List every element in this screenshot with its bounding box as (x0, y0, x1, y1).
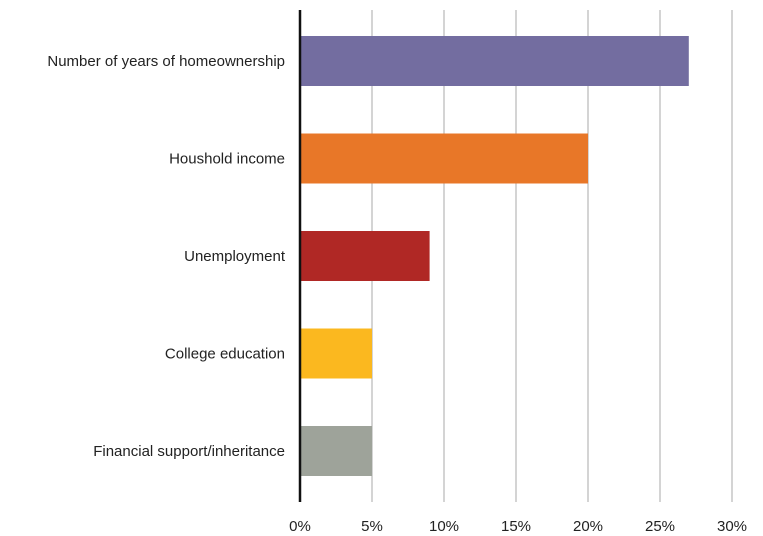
category-label-5: Financial support/inheritance (93, 443, 285, 460)
bar-5 (300, 426, 372, 476)
bar-1 (300, 36, 689, 86)
category-labels: Number of years of homeownership Houshold… (47, 53, 285, 460)
category-label-3: Unemployment (184, 248, 286, 265)
x-tick-label-25: 25% (645, 518, 675, 535)
gridlines (371, 10, 733, 502)
category-label-1: Number of years of homeownership (47, 53, 285, 70)
category-label-2: Houshold income (169, 151, 285, 168)
x-tick-labels: 0% 5% 10% 15% 20% 25% 30% (289, 518, 747, 535)
bar-4 (300, 328, 372, 379)
bars (300, 36, 689, 476)
x-tick-label-10: 10% (429, 518, 459, 535)
bar-2 (300, 133, 588, 184)
x-tick-label-0: 0% (289, 518, 311, 535)
bar-3 (300, 231, 430, 281)
x-tick-label-15: 15% (501, 518, 531, 535)
x-tick-label-20: 20% (573, 518, 603, 535)
category-label-4: College education (165, 346, 285, 363)
x-tick-label-30: 30% (717, 518, 747, 535)
x-tick-label-5: 5% (361, 518, 383, 535)
